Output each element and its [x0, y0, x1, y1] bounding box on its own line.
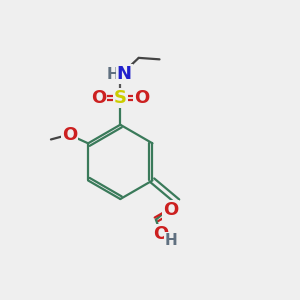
Text: S: S — [114, 89, 127, 107]
Text: H: H — [106, 67, 119, 82]
Text: O: O — [154, 225, 169, 243]
Text: O: O — [134, 89, 149, 107]
Text: N: N — [117, 65, 132, 83]
Text: O: O — [163, 201, 178, 219]
Text: O: O — [62, 126, 77, 144]
Text: O: O — [91, 89, 106, 107]
Text: H: H — [164, 233, 177, 248]
